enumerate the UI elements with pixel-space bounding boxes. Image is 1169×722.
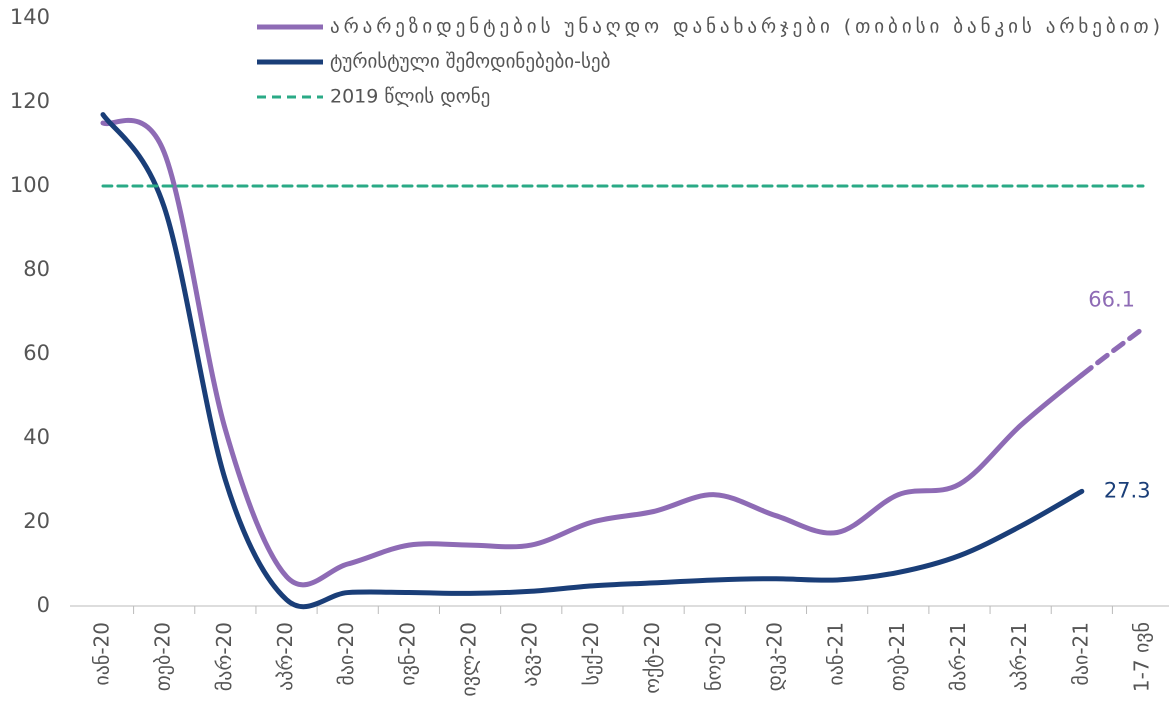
x-tick-label: აპრ-20 [273, 622, 297, 691]
y-tick-label: 140 [10, 5, 50, 29]
y-tick-label: 20 [23, 509, 50, 533]
x-tick-label: მაი-21 [1068, 622, 1092, 686]
series-line [1079, 325, 1146, 378]
y-tick-label: 40 [23, 425, 50, 449]
y-tick-label: 60 [23, 341, 50, 365]
x-tick-label: მაი-20 [334, 622, 358, 686]
legend-label: არარეზიდენტების უნაღდო დანახარჯები (თიბი… [330, 16, 1160, 38]
value-label: 66.1 [1088, 287, 1135, 311]
x-tick-label: დეკ-20 [762, 622, 786, 691]
y-tick-label: 80 [23, 257, 50, 281]
y-tick-label: 100 [10, 173, 50, 197]
x-tick-label: იან-20 [90, 622, 114, 686]
x-tick-label: ივნ-20 [395, 622, 419, 686]
legend-label: ტურისტული შემოდინებები-სებ [330, 51, 610, 73]
x-tick-label: ნოე-20 [701, 622, 725, 691]
x-tick-label: მარ-21 [946, 622, 970, 691]
y-tick-label: 0 [37, 593, 50, 617]
x-tick-label: იან-21 [824, 622, 848, 686]
y-tick-label: 120 [10, 89, 50, 113]
legend-label: 2019 წლის დონე [330, 86, 490, 108]
x-tick-label: თებ-21 [885, 622, 909, 691]
value-label: 27.3 [1104, 478, 1151, 502]
series-line [100, 117, 1085, 588]
x-tick-label: მარ-20 [212, 622, 236, 691]
x-tick-label: ოქტ-20 [640, 622, 664, 694]
x-tick-label: აპრ-21 [1007, 622, 1031, 691]
x-tick-label: სექ-20 [579, 622, 603, 686]
x-tick-label: თებ-20 [151, 622, 175, 691]
x-tick-label: 1-7 ივნ [1130, 622, 1154, 692]
x-tick-label: ივლ-20 [457, 622, 481, 697]
series-line [100, 112, 1085, 610]
x-tick-label: აგვ-20 [518, 622, 542, 687]
